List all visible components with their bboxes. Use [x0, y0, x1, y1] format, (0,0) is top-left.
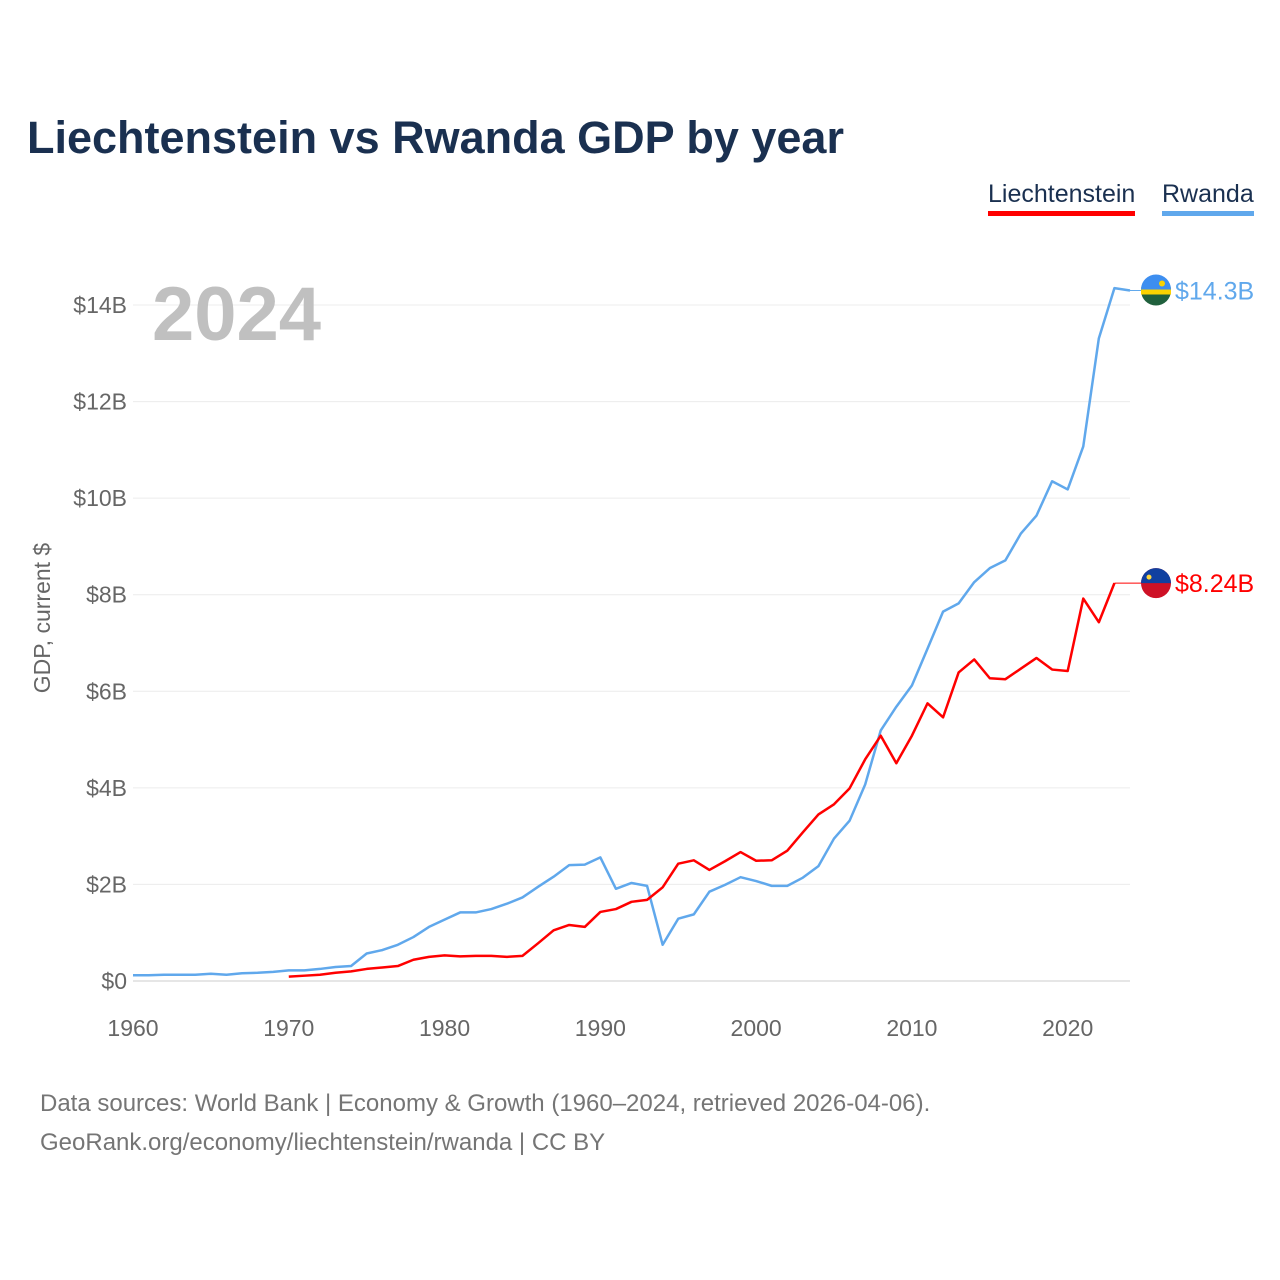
chart-title: Liechtenstein vs Rwanda GDP by year: [27, 112, 844, 163]
year-watermark: 2024: [152, 272, 321, 357]
x-tick-label: 2000: [731, 1015, 782, 1041]
series-line-rwanda[interactable]: [133, 286, 1131, 977]
y-tick-label: $12B: [73, 389, 127, 415]
footer-link[interactable]: GeoRank.org/economy/liechtenstein/rwanda…: [40, 1129, 606, 1156]
y-tick-label: $8B: [86, 582, 127, 608]
x-tick-label: 1980: [419, 1015, 470, 1041]
y-tick-label: $2B: [86, 871, 127, 897]
legend-liechtenstein[interactable]: Liechtenstein: [988, 180, 1136, 216]
legend-rwanda[interactable]: Rwanda: [1162, 180, 1254, 216]
footer: Data sources: World Bank | Economy & Gro…: [40, 1084, 930, 1162]
x-tick-label: 1960: [107, 1015, 158, 1041]
x-tick-label: 2020: [1042, 1015, 1093, 1041]
y-tick-label: $4B: [86, 775, 127, 801]
x-tick-label: 2010: [886, 1015, 937, 1041]
rwanda-flag-icon: [1141, 274, 1171, 306]
liechtenstein-flag-icon: [1141, 568, 1171, 599]
x-tick-label: 1970: [263, 1015, 314, 1041]
series-line-liechtenstein[interactable]: [288, 582, 1116, 978]
y-axis-label: GDP, current $: [29, 543, 55, 694]
end-value-label: $8.24B: [1175, 570, 1254, 598]
y-tick-label: $6B: [86, 678, 127, 704]
y-tick-label: $10B: [73, 485, 127, 511]
x-tick-label: 1990: [575, 1015, 626, 1041]
footer-sources: Data sources: World Bank | Economy & Gro…: [40, 1090, 931, 1117]
end-value-label: $14.3B: [1175, 278, 1254, 306]
y-tick-label: $14B: [73, 292, 127, 318]
y-tick-label: $0: [101, 968, 127, 994]
